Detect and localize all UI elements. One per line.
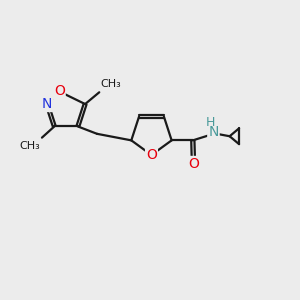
- Text: N: N: [208, 125, 219, 139]
- Text: CH₃: CH₃: [101, 79, 122, 89]
- Text: N: N: [42, 97, 52, 111]
- Text: O: O: [146, 148, 157, 162]
- Text: H: H: [206, 116, 215, 129]
- Text: O: O: [188, 157, 199, 171]
- Text: O: O: [54, 84, 65, 98]
- Text: CH₃: CH₃: [20, 141, 40, 151]
